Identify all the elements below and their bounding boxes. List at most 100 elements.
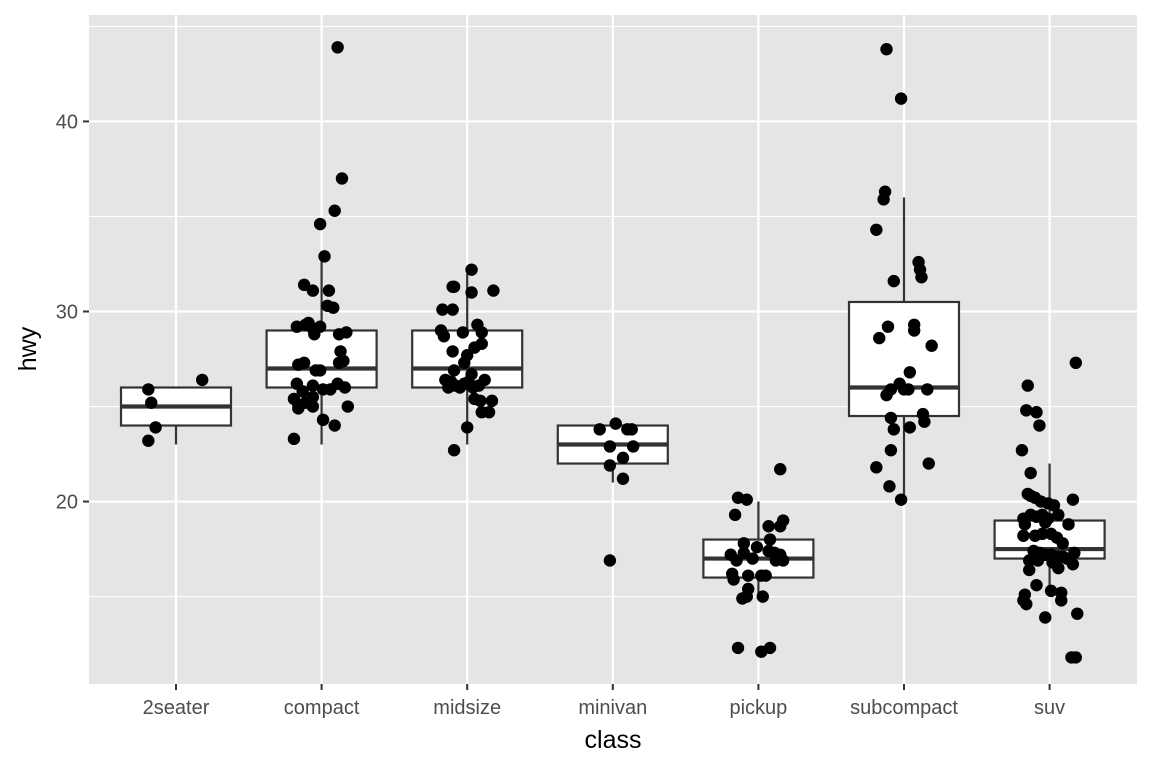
data-point — [458, 356, 471, 370]
data-point — [335, 172, 349, 185]
data-point — [877, 193, 890, 206]
data-point — [446, 345, 459, 358]
x-tick-label: compact — [284, 697, 360, 719]
data-point — [1017, 529, 1030, 542]
data-point — [870, 223, 883, 236]
data-point — [337, 354, 350, 368]
data-point — [313, 217, 327, 231]
data-point — [915, 271, 928, 284]
data-point — [461, 421, 474, 434]
data-point — [1021, 379, 1034, 392]
data-point — [593, 423, 606, 436]
data-point — [742, 569, 755, 582]
data-point — [616, 472, 630, 485]
data-point — [1068, 546, 1081, 560]
axis-labels: 20 30 40 2seater compact midsize minivan pickup… — [56, 111, 1065, 719]
x-tick-label: subcompact — [850, 697, 958, 719]
data-point — [881, 320, 895, 333]
data-point — [873, 331, 886, 345]
data-point — [296, 385, 309, 398]
data-point — [1066, 558, 1080, 571]
data-point — [1069, 356, 1083, 370]
data-point — [313, 364, 327, 377]
data-point — [446, 280, 459, 293]
data-point — [334, 345, 347, 358]
data-point — [287, 432, 301, 446]
data-point — [306, 390, 320, 404]
data-point — [921, 383, 934, 396]
data-point — [341, 400, 355, 413]
data-point — [759, 569, 772, 582]
data-point — [616, 451, 630, 465]
y-tick-label: 30 — [56, 301, 78, 323]
data-point — [884, 411, 898, 425]
data-point — [1066, 493, 1080, 506]
data-point — [776, 554, 790, 567]
point-layer — [142, 41, 1084, 664]
data-point — [1031, 554, 1045, 567]
data-point — [740, 493, 753, 506]
data-point — [1023, 563, 1036, 577]
data-point — [603, 440, 617, 453]
data-point — [327, 301, 340, 314]
data-point — [727, 573, 740, 586]
data-point — [1069, 651, 1083, 664]
data-point — [763, 533, 777, 546]
data-point — [1052, 508, 1065, 522]
data-point — [447, 444, 461, 457]
data-point — [1056, 537, 1069, 550]
data-point — [292, 402, 305, 415]
data-point — [316, 413, 330, 427]
y-tick-label: 40 — [56, 111, 78, 133]
data-point — [731, 641, 745, 655]
data-point — [485, 394, 499, 408]
data-point — [774, 463, 787, 476]
data-point — [1030, 406, 1043, 419]
data-point — [894, 493, 908, 506]
data-point — [1052, 561, 1065, 575]
x-tick-label: suv — [1034, 697, 1065, 719]
data-point — [870, 461, 883, 474]
data-point — [474, 394, 487, 408]
data-point — [465, 263, 478, 276]
data-point — [730, 554, 743, 567]
x-tick-label: pickup — [729, 697, 787, 719]
data-point — [322, 284, 336, 297]
data-point — [736, 592, 749, 605]
data-point — [1039, 611, 1052, 624]
data-point — [308, 328, 321, 341]
x-tick-label: 2seater — [143, 697, 210, 719]
data-point — [478, 373, 491, 387]
data-point — [465, 286, 478, 299]
data-point — [1020, 597, 1033, 611]
box-layer — [119, 197, 1106, 597]
data-point — [1044, 584, 1058, 598]
data-point — [297, 356, 311, 370]
data-point — [328, 419, 341, 432]
data-point — [762, 520, 775, 533]
data-point — [446, 303, 459, 316]
data-point — [1020, 404, 1033, 417]
data-point — [1036, 527, 1049, 541]
data-point — [1047, 499, 1061, 512]
axis-ticks — [83, 120, 1051, 690]
data-point — [903, 421, 917, 434]
data-point — [922, 457, 935, 470]
data-point — [728, 508, 742, 522]
data-point — [884, 444, 898, 457]
data-point — [487, 284, 500, 297]
data-point — [1023, 554, 1036, 567]
data-point — [883, 480, 896, 493]
data-point — [436, 303, 449, 316]
x-tick-label: minivan — [578, 697, 647, 719]
data-point — [306, 400, 320, 413]
box-compact — [265, 329, 378, 389]
data-point — [887, 423, 901, 436]
x-axis-title: class — [585, 726, 642, 754]
data-point — [746, 552, 759, 565]
data-point — [331, 41, 344, 54]
data-point — [1033, 419, 1046, 432]
data-point — [887, 274, 901, 288]
data-point — [902, 383, 915, 396]
